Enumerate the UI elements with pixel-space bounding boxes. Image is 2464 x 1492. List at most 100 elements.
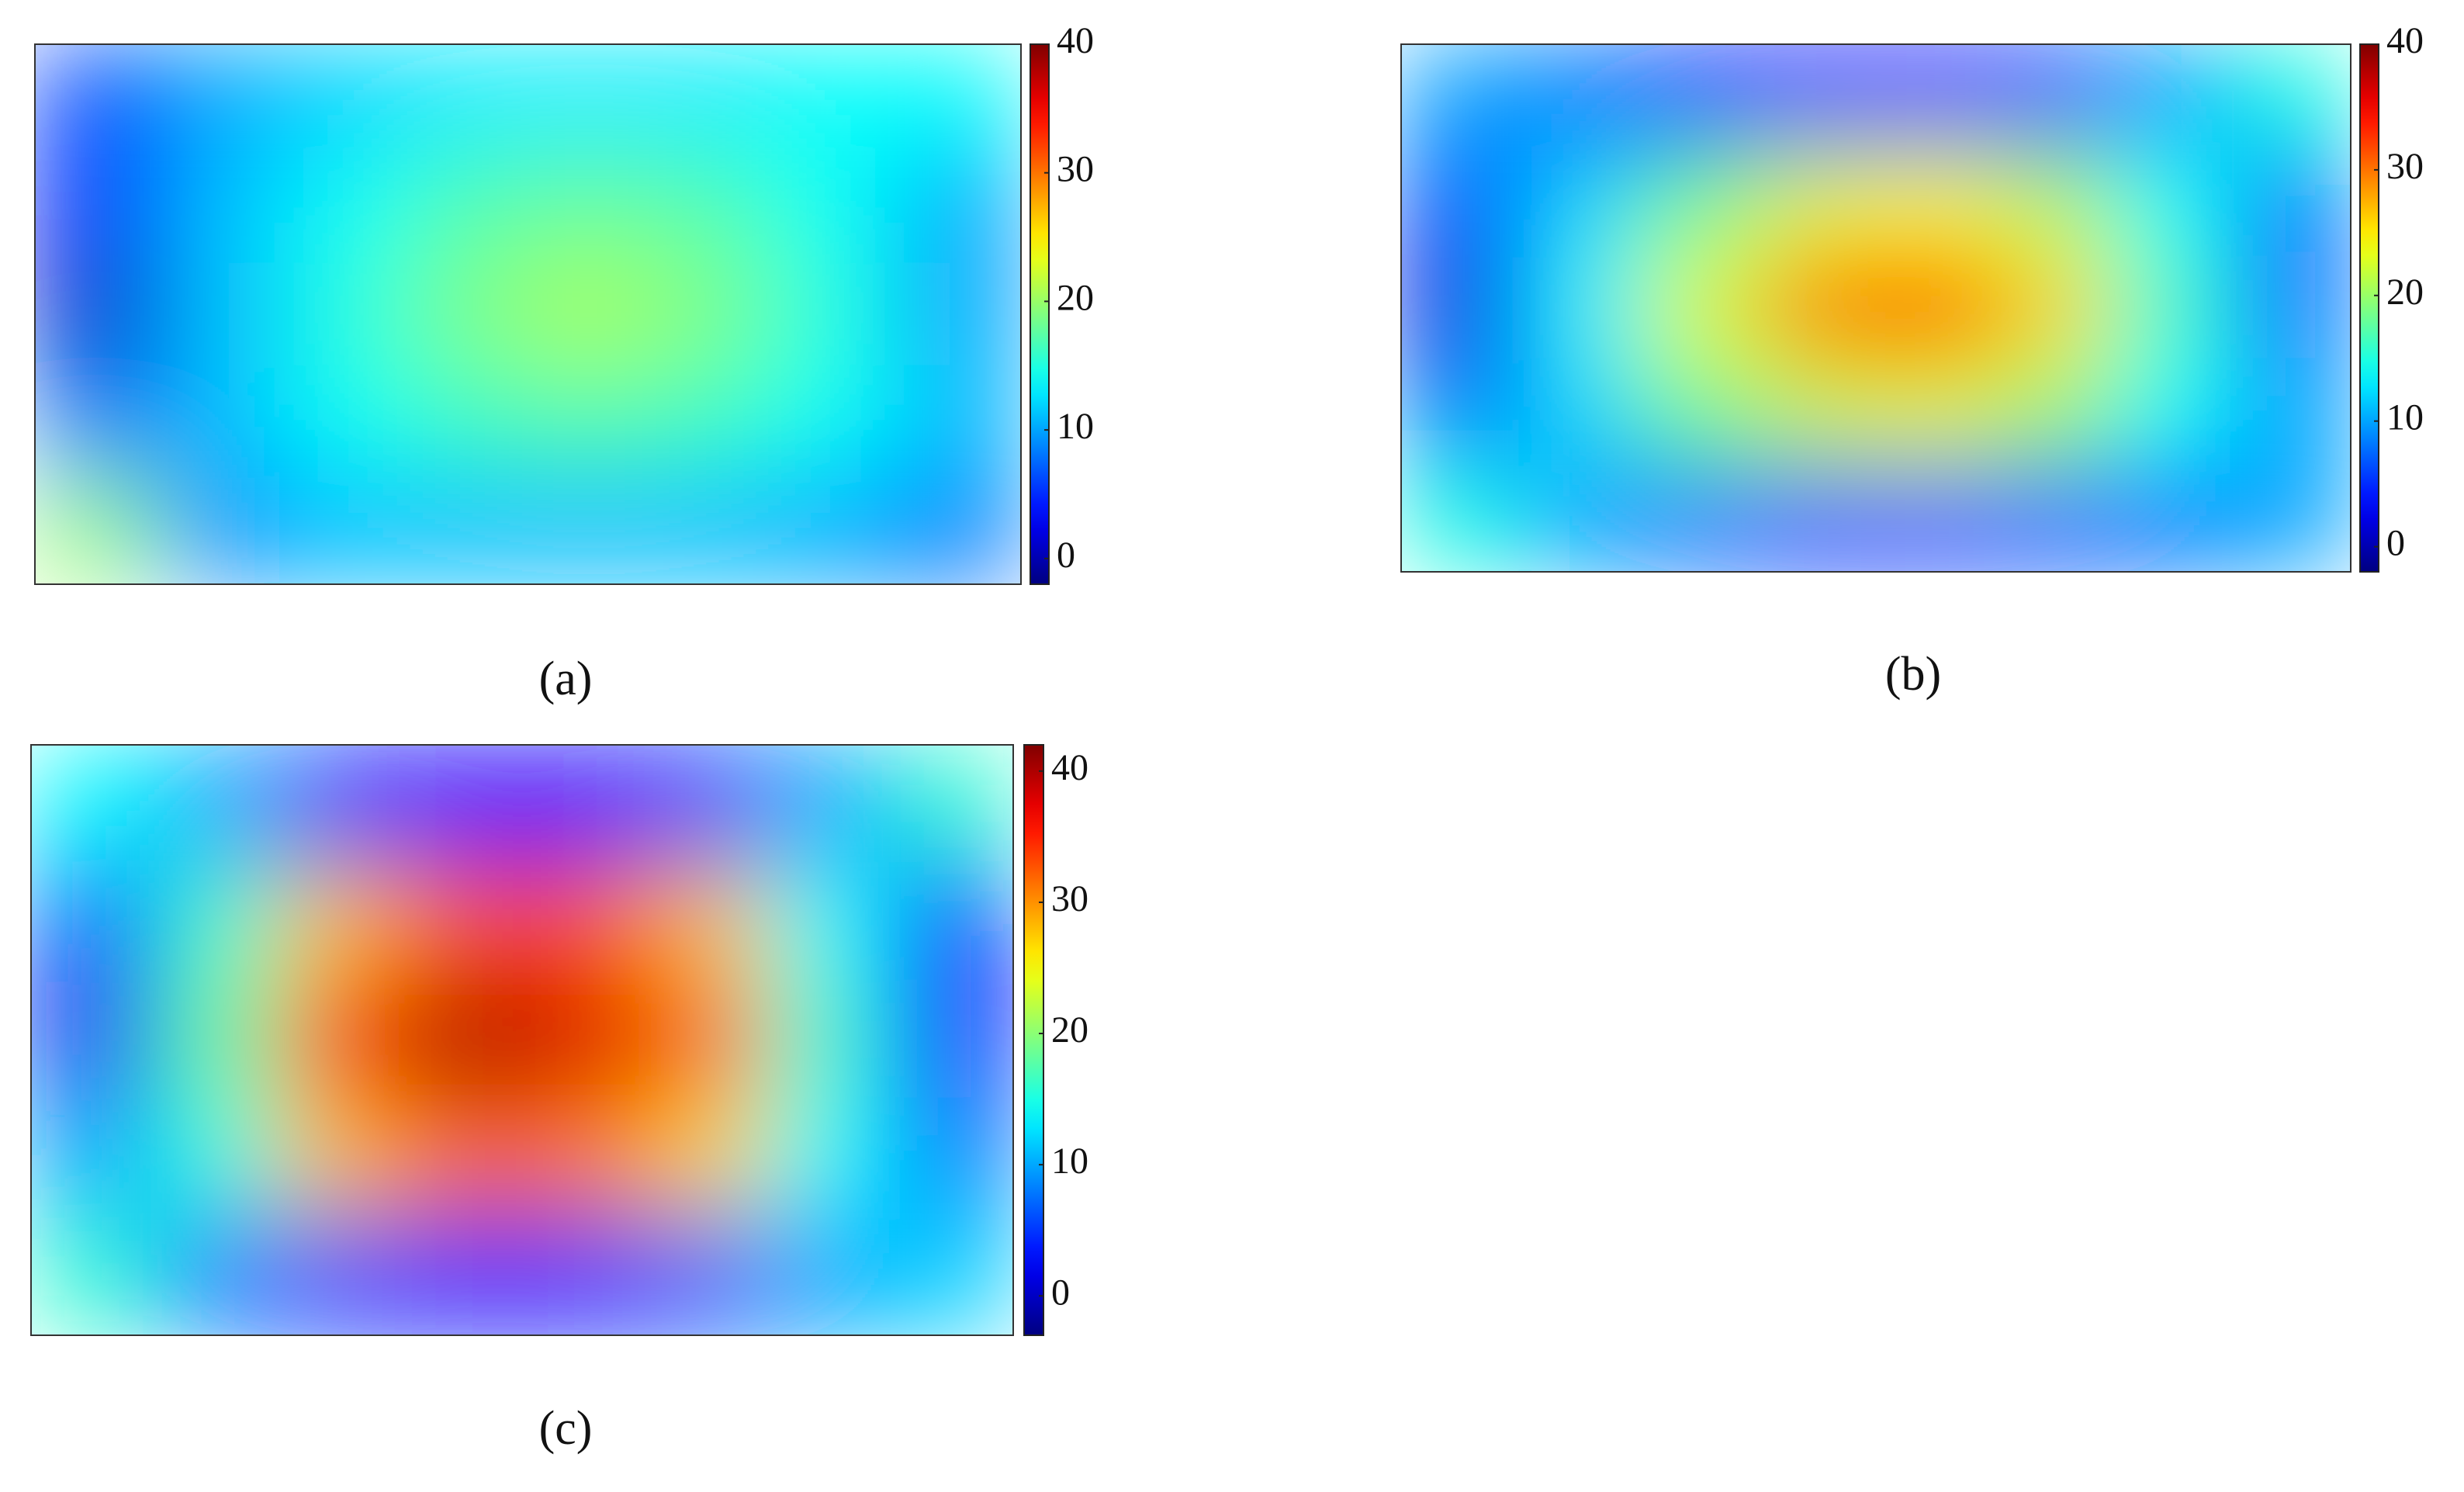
field-cell bbox=[35, 151, 159, 261]
field-cell bbox=[404, 259, 528, 369]
field-cell bbox=[2231, 466, 2351, 572]
field-cell bbox=[2113, 149, 2233, 256]
colorbar-tick-label: 40 bbox=[2386, 20, 2424, 61]
field-cell bbox=[404, 476, 528, 584]
field-cell bbox=[35, 259, 159, 369]
field-cell bbox=[1756, 149, 1877, 256]
field-cell bbox=[31, 1099, 154, 1218]
field-cell bbox=[644, 1099, 768, 1218]
field-cell bbox=[276, 1099, 400, 1218]
field-cell bbox=[1638, 466, 1758, 572]
field-cell bbox=[31, 980, 154, 1100]
field-cell bbox=[1519, 254, 1639, 362]
field-cell bbox=[1401, 466, 1521, 572]
field-cell bbox=[157, 368, 282, 477]
field-cell bbox=[404, 368, 528, 477]
field-cell bbox=[153, 745, 277, 864]
field-cell bbox=[897, 44, 1021, 153]
field-cell bbox=[890, 862, 1013, 981]
field-cell bbox=[281, 44, 406, 153]
colorbar-tick-label: 0 bbox=[2386, 523, 2405, 564]
field-cell bbox=[1519, 44, 1639, 151]
field-cell bbox=[773, 151, 898, 261]
field-cell bbox=[1401, 360, 1521, 467]
colorbar-tick-label: 10 bbox=[1057, 406, 1094, 447]
plot-frame bbox=[1400, 43, 2352, 573]
field-cell bbox=[1401, 44, 1521, 151]
field-cell bbox=[773, 44, 898, 153]
colorbar-tick-label: 30 bbox=[1057, 149, 1094, 190]
colorbar-tick-label: 10 bbox=[2386, 397, 2424, 438]
panel: 0 10 20 30 40 (b) bbox=[1400, 20, 2424, 701]
field-cell bbox=[1875, 149, 1995, 256]
field-cell bbox=[35, 368, 159, 477]
field-cell bbox=[404, 151, 528, 261]
field-cell bbox=[521, 745, 645, 864]
field-cell bbox=[521, 1217, 645, 1335]
field-cell bbox=[521, 980, 645, 1100]
field-cell bbox=[1994, 149, 2114, 256]
colorbar bbox=[2359, 43, 2379, 573]
colorbar-tick-label: 20 bbox=[1057, 277, 1094, 318]
field-cell bbox=[2231, 149, 2351, 256]
field-cell bbox=[897, 259, 1021, 369]
field-cell bbox=[1519, 360, 1639, 467]
field-cell bbox=[1875, 44, 1995, 151]
field-cell bbox=[276, 1217, 400, 1335]
field-cell bbox=[1638, 360, 1758, 467]
colorbar-tick-label: 10 bbox=[1051, 1141, 1088, 1182]
colorbar-tick-label: 40 bbox=[1051, 747, 1088, 788]
field-cell bbox=[767, 862, 891, 981]
field-cell bbox=[1401, 149, 1521, 256]
field-cell bbox=[1638, 254, 1758, 362]
colorbar-tick-label: 0 bbox=[1051, 1272, 1070, 1313]
field-cell bbox=[153, 1217, 277, 1335]
field-cell bbox=[767, 1099, 891, 1218]
colorbar-tick-label: 20 bbox=[1051, 1009, 1088, 1051]
field-cell bbox=[281, 368, 406, 477]
field-cell bbox=[2231, 360, 2351, 467]
field-cell bbox=[281, 151, 406, 261]
field-cell bbox=[767, 1217, 891, 1335]
field-cell bbox=[153, 862, 277, 981]
field-cell bbox=[1756, 254, 1877, 362]
field-cell bbox=[1875, 466, 1995, 572]
colorbar-tick-label: 0 bbox=[1057, 535, 1075, 576]
field-cell bbox=[773, 259, 898, 369]
field-cell bbox=[1875, 360, 1995, 467]
field-cell bbox=[281, 259, 406, 369]
colorbar bbox=[1023, 744, 1044, 1336]
field-cell bbox=[521, 1099, 645, 1218]
field-cell bbox=[2113, 466, 2233, 572]
field-cell bbox=[1638, 44, 1758, 151]
field-cell bbox=[1519, 149, 1639, 256]
field-cell bbox=[157, 259, 282, 369]
field-cell bbox=[1756, 360, 1877, 467]
field-cell bbox=[890, 745, 1013, 864]
field-cell bbox=[1994, 466, 2114, 572]
field-cell bbox=[890, 980, 1013, 1100]
field-cell bbox=[1875, 254, 1995, 362]
panel: 0 10 20 30 40 (a) bbox=[34, 20, 1094, 705]
field-cell bbox=[281, 476, 406, 584]
field-cell bbox=[276, 862, 400, 981]
field-cell bbox=[153, 1099, 277, 1218]
panel-label: (c) bbox=[539, 1402, 593, 1455]
field-cell bbox=[644, 980, 768, 1100]
field-cell bbox=[528, 476, 652, 584]
field-cell bbox=[528, 151, 652, 261]
field-cell bbox=[644, 862, 768, 981]
field-cell bbox=[2113, 44, 2233, 151]
field-cell bbox=[35, 476, 159, 584]
field-cell bbox=[2113, 360, 2233, 467]
field-cell bbox=[35, 44, 159, 153]
colorbar-tick-label: 30 bbox=[2386, 146, 2424, 187]
field-cell bbox=[31, 745, 154, 864]
field-cell bbox=[767, 745, 891, 864]
contour-field bbox=[31, 745, 1013, 1335]
contour-field bbox=[1401, 44, 2351, 572]
field-cell bbox=[276, 745, 400, 864]
panel: 0 10 20 30 40 (c) bbox=[30, 744, 1088, 1455]
field-cell bbox=[650, 44, 775, 153]
